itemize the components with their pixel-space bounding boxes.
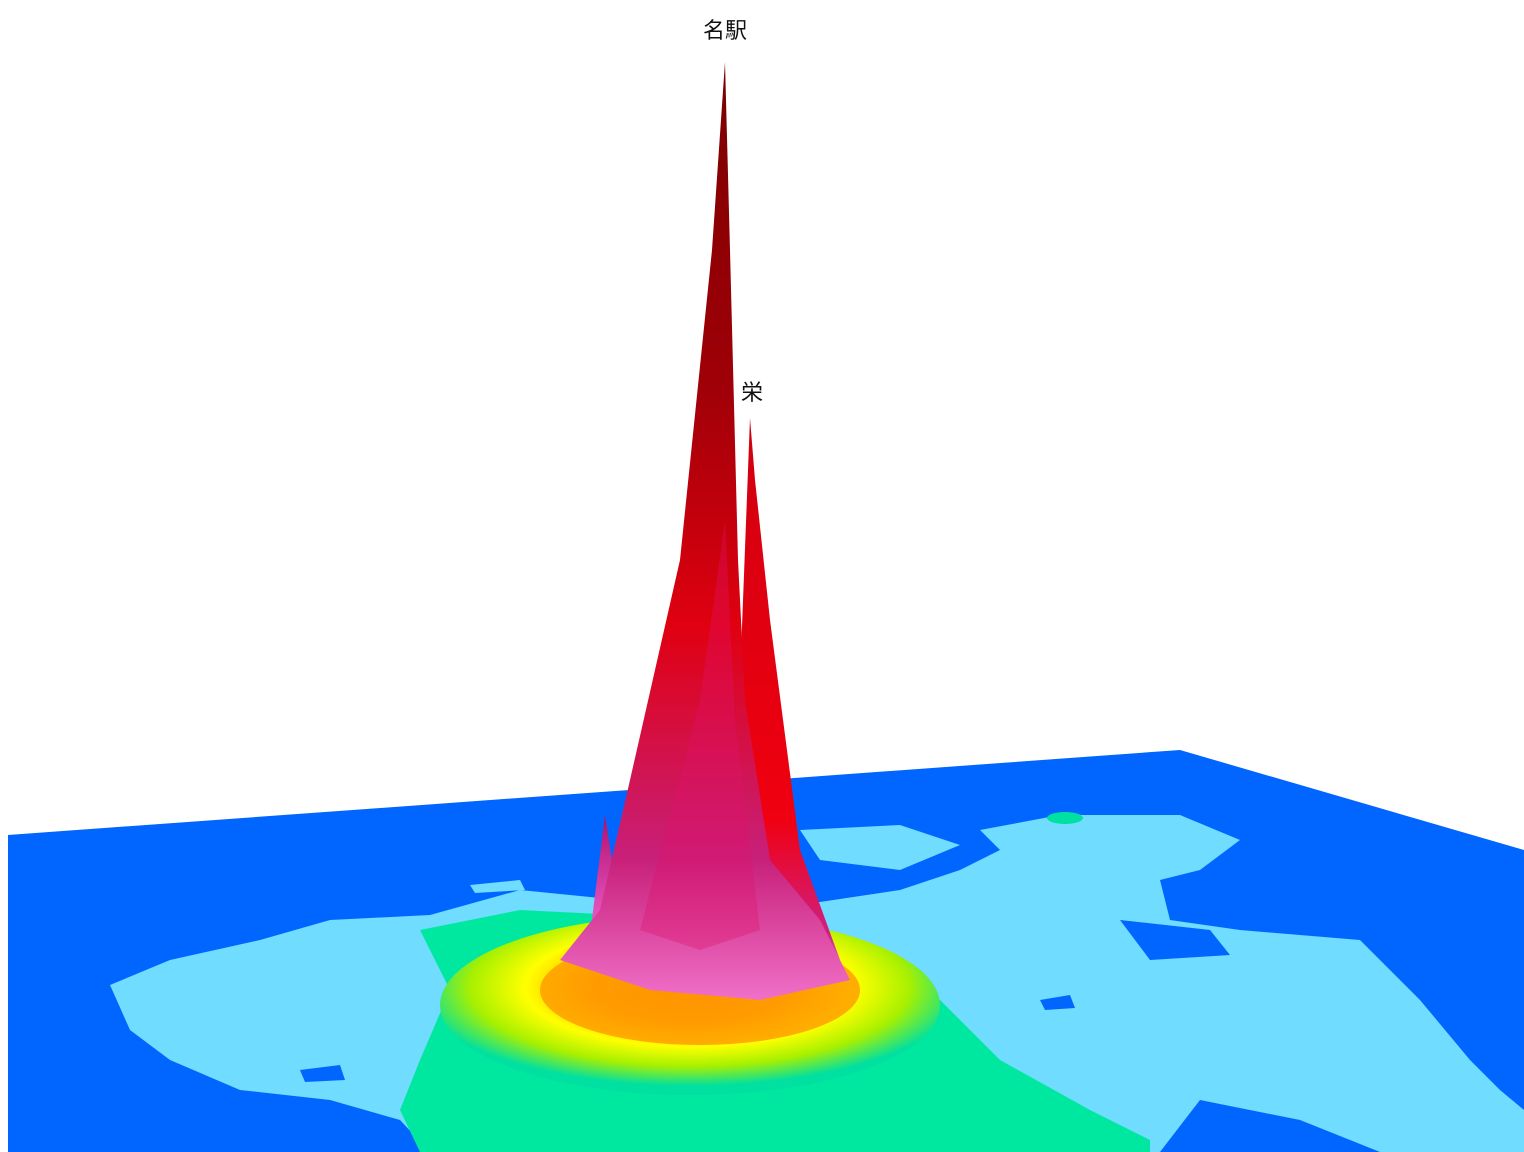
page: {"labels": ["名駅", "栄"]} xyxy=(0,0,1524,1152)
place-label: 名駅 xyxy=(703,19,747,44)
surface-view: 名駅 栄 xyxy=(0,0,1524,1152)
place-label: 栄 xyxy=(741,381,763,406)
